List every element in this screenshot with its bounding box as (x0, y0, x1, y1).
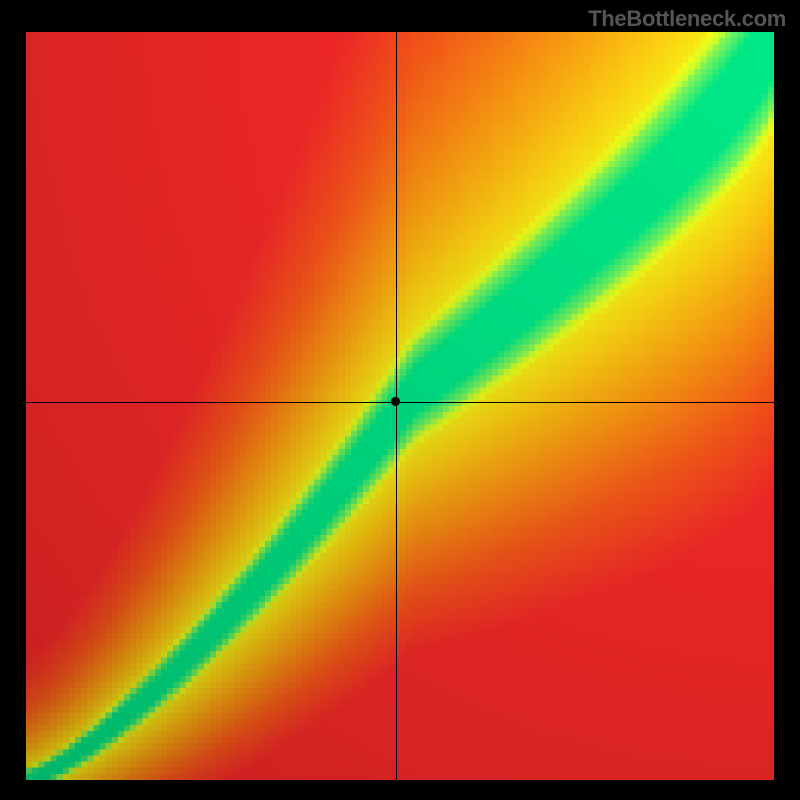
chart-container: TheBottleneck.com (0, 0, 800, 800)
watermark-text: TheBottleneck.com (588, 6, 786, 32)
crosshair-overlay (26, 32, 774, 780)
